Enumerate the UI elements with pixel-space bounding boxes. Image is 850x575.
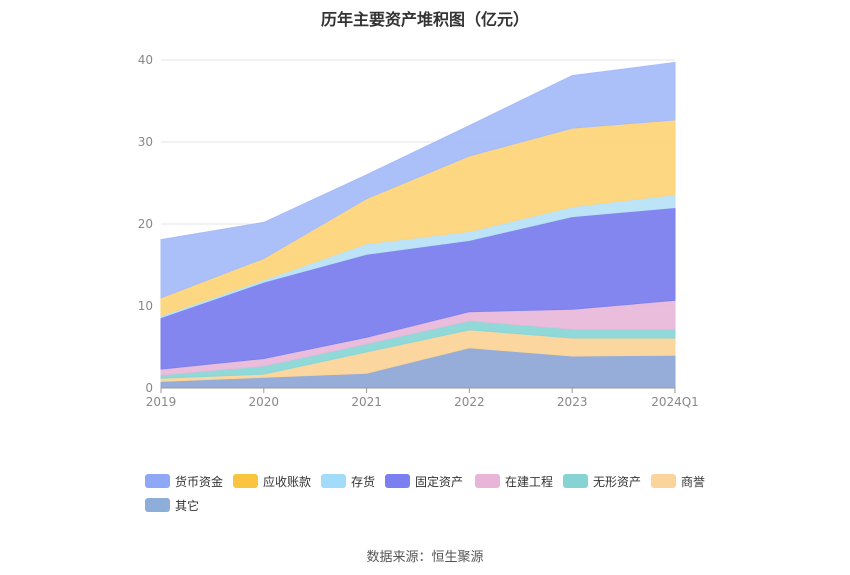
y-tick-label: 10 (138, 299, 153, 313)
legend-item[interactable]: 货币资金 (145, 472, 223, 490)
chart-title: 历年主要资产堆积图（亿元） (320, 10, 529, 29)
area-货币资金[interactable] (160, 61, 676, 299)
legend-label: 货币资金 (175, 474, 224, 489)
legend-item[interactable]: 其它 (145, 496, 199, 514)
y-tick-label: 0 (145, 381, 153, 395)
legend-item[interactable]: 无形资产 (563, 472, 641, 490)
stacked-area-chart: 0 10 20 30 40 2019 2020 2021 2022 2023 2024Q1 (138, 53, 699, 409)
y-tick-label: 40 (138, 53, 153, 67)
legend-swatch (145, 498, 170, 512)
legend-label: 无形资产 (593, 474, 642, 489)
legend-swatch (321, 474, 346, 488)
x-tick-label: 2019 (146, 395, 177, 409)
legend-item[interactable]: 固定资产 (385, 472, 463, 490)
x-tick-label: 2024Q1 (651, 395, 699, 409)
legend-swatch (385, 474, 410, 488)
legend-item[interactable]: 商誉 (651, 472, 705, 490)
legend-swatch (651, 474, 676, 488)
legend-item[interactable]: 应收账款 (233, 472, 311, 490)
y-tick-label: 30 (138, 135, 153, 149)
legend-swatch (563, 474, 588, 488)
x-tick-label: 2023 (557, 395, 588, 409)
x-tick-label: 2020 (249, 395, 280, 409)
legend-item[interactable]: 在建工程 (475, 472, 553, 490)
legend-label: 商誉 (681, 474, 706, 489)
legend-label: 应收账款 (263, 474, 312, 489)
x-tick-label: 2022 (454, 395, 485, 409)
legend-swatch (475, 474, 500, 488)
axes: 0 10 20 30 40 2019 2020 2021 2022 2023 2024Q1 (138, 53, 699, 409)
legend-label: 存货 (351, 474, 376, 489)
area-series (160, 61, 676, 389)
data-source-note: 数据来源：恒生聚源 (366, 550, 484, 565)
legend-item[interactable]: 存货 (321, 472, 375, 490)
legend-swatch (145, 474, 170, 488)
legend-label: 在建工程 (505, 474, 554, 489)
y-tick-label: 20 (138, 217, 153, 231)
x-tick-label: 2021 (351, 395, 382, 409)
legend-label: 其它 (175, 498, 200, 513)
legend-label: 固定资产 (415, 474, 464, 489)
legend-swatch (233, 474, 258, 488)
